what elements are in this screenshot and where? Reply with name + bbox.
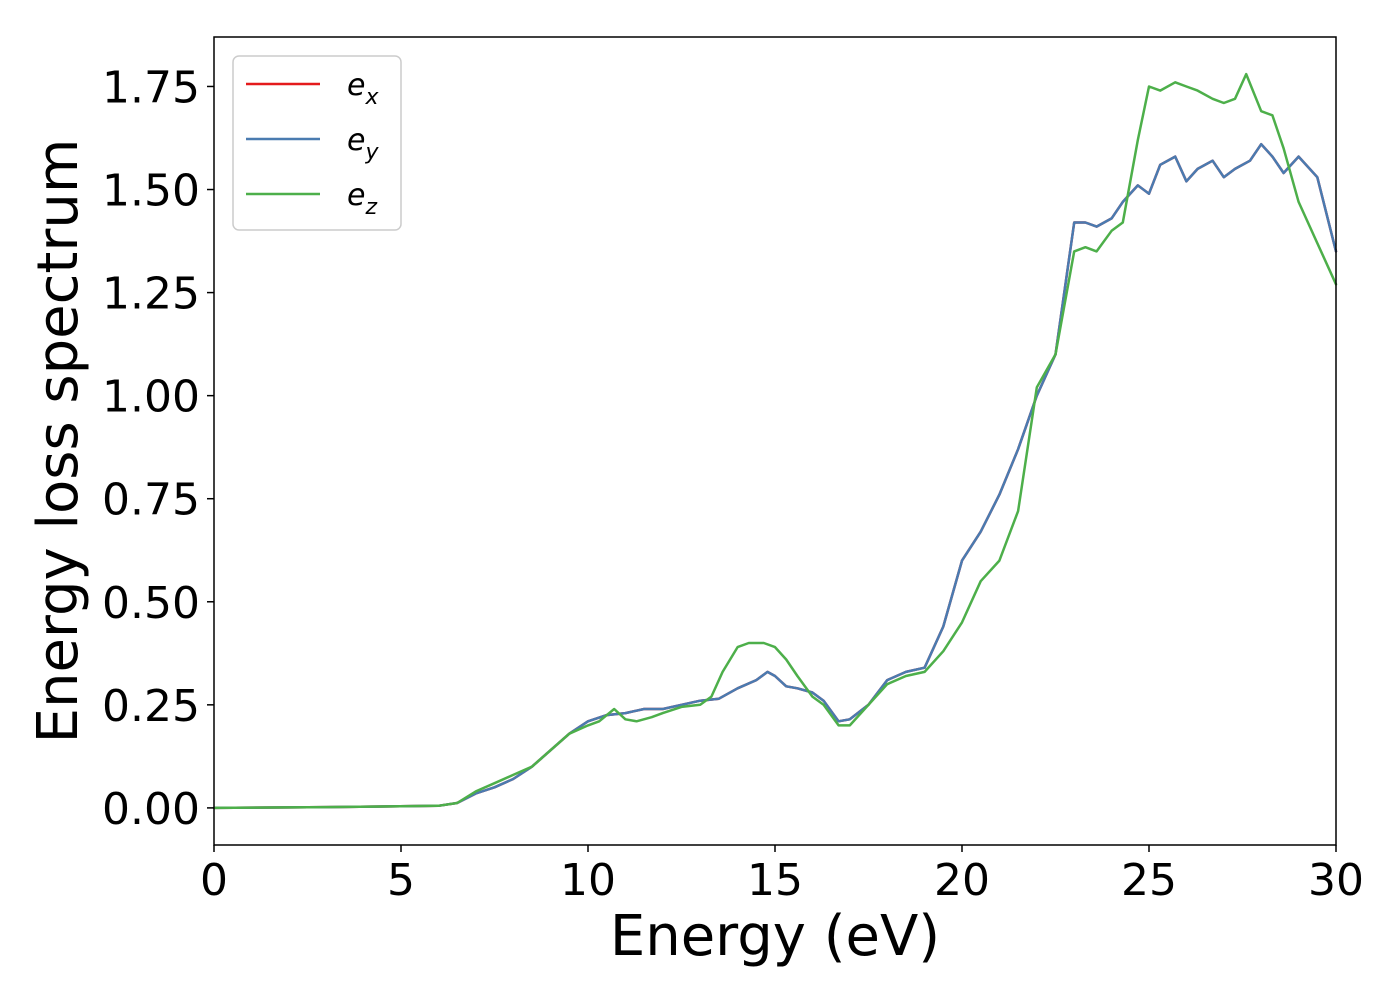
y-tick-label: 1.50: [102, 166, 200, 217]
y-axis-ticks: 0.00 0.25 0.50 0.75 1.00 1.25 1.50 1.75: [102, 62, 214, 835]
y-axis-title: Energy loss spectrum: [26, 139, 91, 744]
x-tick-label: 20: [934, 855, 990, 906]
y-tick-label: 1.75: [102, 62, 200, 113]
y-tick-label: 0.50: [102, 578, 200, 629]
y-tick-label: 1.25: [102, 269, 200, 320]
plot-layer: [212, 72, 1338, 810]
legend-label-y: ey: [347, 123, 379, 165]
x-axis-title: Energy (eV): [610, 904, 940, 969]
x-tick-label: 25: [1121, 855, 1177, 906]
y-tick-label: 1.00: [102, 372, 200, 423]
legend: ex ey ez: [232, 55, 402, 231]
series-line-y: [212, 142, 1338, 810]
x-tick-label: 30: [1308, 855, 1364, 906]
x-tick-label: 10: [560, 855, 616, 906]
legend-label-x: ex: [347, 68, 379, 110]
y-tick-label: 0.25: [102, 681, 200, 732]
series-line-x: [212, 142, 1338, 810]
y-tick-label: 0.75: [102, 475, 200, 526]
x-axis-ticks: 0 5 10 15 20 25 30: [200, 845, 1364, 906]
y-tick-label: 0.00: [102, 784, 200, 835]
legend-label-z: ez: [347, 178, 377, 220]
x-tick-label: 0: [200, 855, 228, 906]
legend-box: [232, 55, 402, 231]
series-line-z: [212, 72, 1338, 810]
x-tick-label: 5: [387, 855, 415, 906]
x-tick-label: 15: [747, 855, 803, 906]
